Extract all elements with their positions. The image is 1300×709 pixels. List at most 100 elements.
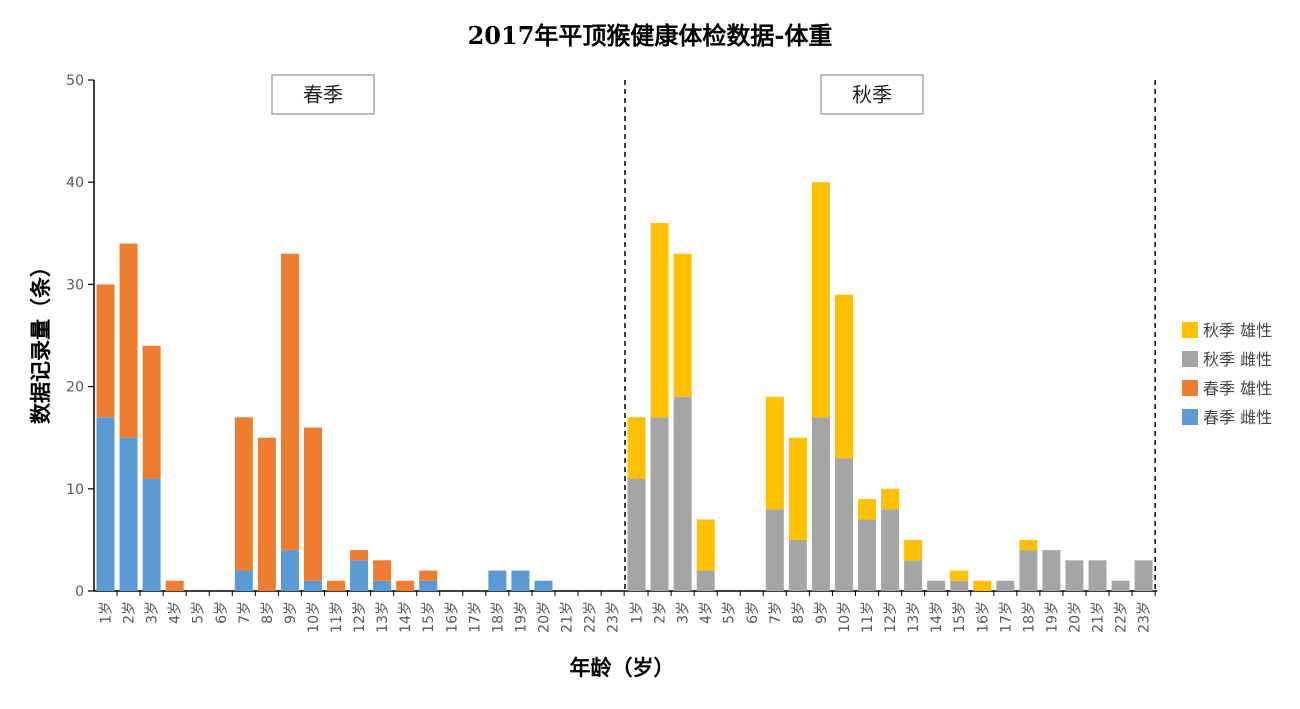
- x-tick-label: 22岁: [1114, 601, 1130, 633]
- x-tick-label: 20岁: [536, 601, 552, 633]
- bar: [350, 550, 369, 561]
- y-tick-label: 20: [66, 380, 84, 396]
- x-tick-label: 6岁: [745, 601, 761, 624]
- bar: [119, 437, 138, 591]
- x-tick-label: 14岁: [398, 601, 414, 633]
- bar: [788, 437, 807, 540]
- x-tick-label: 17岁: [467, 601, 483, 633]
- y-tick-label: 0: [75, 584, 84, 600]
- bar: [834, 458, 853, 591]
- bar: [927, 580, 946, 591]
- bar: [950, 580, 969, 591]
- bar: [904, 560, 923, 591]
- season-label: 秋季: [852, 83, 892, 107]
- x-tick-label: 2岁: [122, 601, 138, 624]
- legend-swatch: [1182, 409, 1198, 425]
- bar: [511, 570, 530, 591]
- bar: [650, 223, 669, 418]
- x-tick-label: 17岁: [998, 601, 1014, 633]
- x-tick-label: 9岁: [283, 601, 299, 624]
- bar: [881, 488, 900, 510]
- bar: [280, 550, 299, 591]
- bar: [627, 478, 646, 591]
- bar: [96, 417, 115, 591]
- x-tick-label: 18岁: [490, 601, 506, 633]
- x-tick-label: 14岁: [929, 601, 945, 633]
- bar: [1042, 550, 1061, 591]
- bar: [811, 417, 830, 591]
- y-tick-label: 10: [66, 482, 84, 498]
- bar: [373, 560, 392, 581]
- bar: [534, 580, 553, 591]
- x-tick-label: 10岁: [837, 601, 853, 633]
- x-tick-label: 4岁: [168, 601, 184, 624]
- bar: [119, 243, 138, 438]
- bar: [811, 182, 830, 418]
- legend-label: 春季 雄性: [1203, 379, 1272, 398]
- bar: [696, 570, 715, 591]
- bar: [327, 580, 346, 591]
- bar: [303, 427, 322, 581]
- bar: [488, 570, 507, 591]
- bar: [904, 539, 923, 561]
- bar: [996, 580, 1015, 591]
- x-tick-label: 4岁: [699, 601, 715, 624]
- bar: [142, 345, 161, 479]
- x-tick-label: 23岁: [1137, 601, 1153, 633]
- x-tick-label: 11岁: [329, 601, 345, 633]
- y-tick-label: 40: [66, 175, 84, 191]
- bar: [858, 499, 877, 520]
- x-tick-label: 5岁: [191, 601, 207, 624]
- x-tick-label: 6岁: [214, 601, 230, 624]
- x-tick-label: 2岁: [653, 601, 669, 624]
- x-tick-label: 7岁: [237, 601, 253, 624]
- x-tick-label: 12岁: [883, 601, 899, 633]
- bar: [280, 253, 299, 551]
- bar: [234, 570, 253, 591]
- y-tick-label: 30: [66, 277, 84, 293]
- legend-swatch: [1182, 322, 1198, 338]
- bar: [881, 509, 900, 591]
- x-tick-label: 8岁: [791, 601, 807, 624]
- x-tick-label: 3岁: [145, 601, 161, 624]
- bar: [834, 294, 853, 459]
- bar: [1111, 580, 1130, 591]
- bar: [765, 509, 784, 591]
- legend-label: 春季 雌性: [1203, 408, 1272, 427]
- bar: [373, 580, 392, 591]
- bar: [165, 580, 184, 591]
- x-tick-label: 16岁: [975, 601, 991, 633]
- x-tick-label: 19岁: [1044, 601, 1060, 633]
- bar: [419, 570, 438, 581]
- bar: [1134, 560, 1153, 591]
- y-tick-label: 50: [66, 73, 84, 89]
- season-label: 春季: [303, 83, 343, 107]
- x-tick-label: 21岁: [560, 601, 576, 633]
- bar: [650, 417, 669, 591]
- bar: [973, 580, 992, 591]
- x-tick-label: 19岁: [513, 601, 529, 633]
- bar: [234, 417, 253, 571]
- bar: [303, 580, 322, 591]
- x-tick-label: 1岁: [99, 601, 115, 624]
- x-tick-label: 16岁: [444, 601, 460, 633]
- bar: [1065, 560, 1084, 591]
- x-tick-label: 15岁: [421, 601, 437, 633]
- bar: [419, 580, 438, 591]
- legend-swatch: [1182, 380, 1198, 396]
- bar: [1019, 539, 1038, 551]
- bar: [142, 478, 161, 591]
- x-tick-label: 1岁: [630, 601, 646, 624]
- x-tick-label: 15岁: [952, 601, 968, 633]
- bar: [788, 539, 807, 591]
- x-tick-label: 8岁: [260, 601, 276, 624]
- x-tick-label: 11岁: [860, 601, 876, 633]
- bar: [350, 560, 369, 591]
- x-tick-label: 20岁: [1067, 601, 1083, 633]
- x-tick-label: 13岁: [906, 601, 922, 633]
- legend-label: 秋季 雌性: [1203, 350, 1272, 369]
- x-tick-label: 12岁: [352, 601, 368, 633]
- legend-label: 秋季 雄性: [1203, 321, 1272, 340]
- bar: [627, 417, 646, 479]
